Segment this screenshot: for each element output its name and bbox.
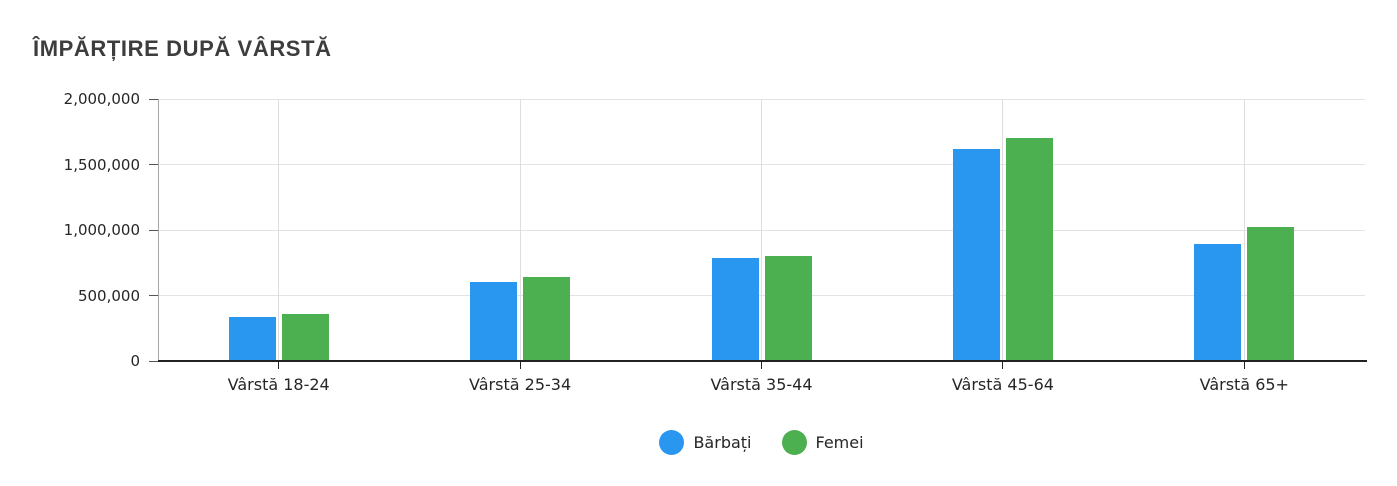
- y-axis-label: 0: [130, 352, 140, 370]
- category-gridline: [1002, 99, 1004, 361]
- x-axis-tick: [278, 362, 280, 369]
- y-axis-tick: [149, 98, 158, 100]
- y-axis-line: [158, 99, 159, 361]
- bar-femei-varsta-25-34[interactable]: [523, 277, 571, 361]
- bar-barbati-varsta-25-34[interactable]: [470, 281, 518, 361]
- y-axis-tick: [149, 229, 158, 231]
- x-axis-tick: [1243, 362, 1245, 369]
- legend: Bărbați Femei: [158, 430, 1365, 455]
- legend-item-barbati[interactable]: Bărbați: [659, 430, 752, 455]
- x-axis-tick: [1002, 362, 1004, 369]
- bar-barbati-varsta-65[interactable]: [1194, 244, 1242, 361]
- y-axis-tick: [149, 295, 158, 296]
- legend-label-barbati: Bărbați: [693, 433, 752, 452]
- y-axis-label: 1,000,000: [63, 221, 140, 239]
- y-axis-label: 1,500,000: [63, 155, 140, 174]
- bar-femei-varsta-65[interactable]: [1247, 227, 1295, 361]
- bar-femei-varsta-45-64[interactable]: [1005, 138, 1053, 361]
- legend-label-femei: Femei: [815, 433, 864, 452]
- x-axis-label: Vârstă 25-34: [469, 375, 572, 394]
- y-axis-tick: [149, 360, 158, 362]
- category-gridline: [519, 99, 521, 361]
- legend-marker-barbati-circle-icon: [659, 430, 685, 455]
- y-axis-label: 500,000: [77, 286, 140, 305]
- legend-marker-femei-circle-icon: [781, 430, 807, 455]
- bar-barbati-varsta-18-24[interactable]: [228, 317, 276, 361]
- chart-title: ÎMPĂRȚIRE DUPĂ VÂRSTĂ: [33, 36, 332, 61]
- bar-barbati-varsta-45-64[interactable]: [952, 148, 1000, 361]
- x-axis-label: Vârstă 35-44: [710, 375, 813, 394]
- x-axis-line: [158, 360, 1367, 362]
- bar-femei-varsta-18-24[interactable]: [281, 314, 329, 361]
- legend-item-femei[interactable]: Femei: [781, 430, 864, 455]
- x-axis-label: Vârstă 65+: [1199, 375, 1289, 394]
- bar-barbati-varsta-35-44[interactable]: [711, 257, 759, 361]
- bar-femei-varsta-35-44[interactable]: [764, 255, 812, 361]
- x-axis-tick: [761, 362, 762, 369]
- y-axis-label: 2,000,000: [63, 90, 140, 108]
- x-axis-tick: [519, 362, 521, 369]
- y-axis-tick: [149, 164, 158, 165]
- category-gridline: [761, 99, 762, 361]
- x-axis-label: Vârstă 18-24: [227, 375, 330, 394]
- category-gridline: [1243, 99, 1245, 361]
- x-axis-label: Vârstă 45-64: [951, 375, 1054, 394]
- category-gridline: [278, 99, 280, 361]
